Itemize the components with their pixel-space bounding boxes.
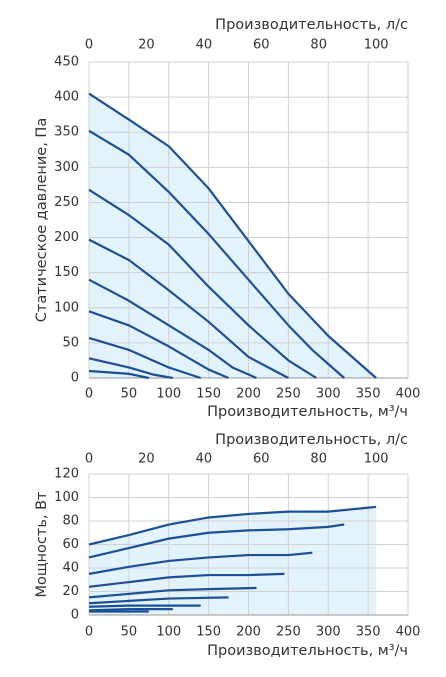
x2-tick-label: 0 [85, 38, 93, 53]
y-tick-label: 0 [71, 608, 79, 623]
x2-tick-label: 20 [138, 38, 155, 53]
y-tick-label: 150 [54, 265, 79, 280]
series-line [88, 572, 285, 588]
x-tick-label: 150 [196, 387, 221, 402]
series-line [88, 369, 150, 380]
series-line [88, 92, 377, 379]
area-fill [89, 506, 377, 615]
x-tick-label: 350 [356, 625, 381, 640]
x2-tick-label: 80 [310, 452, 327, 467]
x2-tick-label: 40 [196, 38, 213, 53]
series-line [88, 586, 257, 599]
y-tick-label: 200 [54, 230, 79, 245]
y-tick-label: 350 [54, 125, 79, 140]
x-tick-label: 150 [196, 625, 221, 640]
x2-tick-label: 100 [364, 452, 389, 467]
y-tick-label: 20 [62, 584, 79, 599]
x2-tick-label: 80 [310, 38, 327, 53]
y-tick-label: 450 [54, 55, 79, 70]
y-tick-label: 100 [54, 490, 79, 505]
plot [88, 473, 409, 616]
x-tick-label: 50 [121, 387, 138, 402]
series-line [88, 238, 289, 379]
series-line [88, 523, 345, 559]
y-tick-label: 60 [62, 537, 79, 552]
x-tick-label: 0 [85, 387, 93, 402]
x-tick-label: 300 [316, 387, 341, 402]
x-tick-label: 400 [396, 387, 421, 402]
y-tick-label: 40 [62, 561, 79, 576]
series-line [88, 551, 313, 575]
plot [88, 61, 409, 380]
y-tick-label: 400 [54, 90, 79, 105]
y-tick-label: 300 [54, 160, 79, 175]
series-line [88, 188, 317, 379]
area-fill [89, 93, 377, 378]
y-axis-label: Статическое давление, Па [34, 118, 50, 322]
x2-axis-label: Производительность, л/с [215, 17, 408, 33]
y-tick-label: 120 [54, 467, 79, 482]
series-line [88, 505, 377, 546]
x-tick-label: 400 [396, 625, 421, 640]
y-tick-label: 250 [54, 195, 79, 210]
x2-tick-label: 60 [253, 38, 270, 53]
x-tick-label: 350 [356, 387, 381, 402]
x-tick-label: 250 [276, 625, 301, 640]
series-line [88, 278, 257, 380]
x-tick-label: 250 [276, 387, 301, 402]
x2-tick-label: 20 [138, 452, 155, 467]
series-line [88, 129, 345, 379]
x-tick-label: 100 [156, 387, 181, 402]
x-tick-label: 200 [236, 625, 261, 640]
x2-tick-label: 0 [85, 452, 93, 467]
y-tick-label: 100 [54, 300, 79, 315]
y-axis-label: Мощность, Вт [34, 491, 50, 598]
series-line [88, 310, 229, 380]
x-tick-label: 200 [236, 387, 261, 402]
y-tick-label: 80 [62, 514, 79, 529]
series-line [88, 596, 229, 605]
x2-tick-label: 60 [253, 452, 270, 467]
x-tick-label: 300 [316, 625, 341, 640]
y-tick-label: 0 [71, 371, 79, 386]
x-axis-label: Производительность, м³/ч [207, 404, 408, 420]
x-tick-label: 0 [85, 625, 93, 640]
x2-tick-label: 100 [364, 38, 389, 53]
series-line [88, 336, 201, 380]
series-line [88, 608, 173, 612]
x-axis-label: Производительность, м³/ч [207, 643, 408, 659]
x-tick-label: 100 [156, 625, 181, 640]
series-line [88, 604, 201, 608]
x2-axis-label: Производительность, л/с [215, 432, 408, 448]
y-tick-label: 50 [62, 335, 79, 350]
x-tick-label: 50 [121, 625, 138, 640]
x2-tick-label: 40 [196, 452, 213, 467]
series-line [88, 357, 173, 380]
